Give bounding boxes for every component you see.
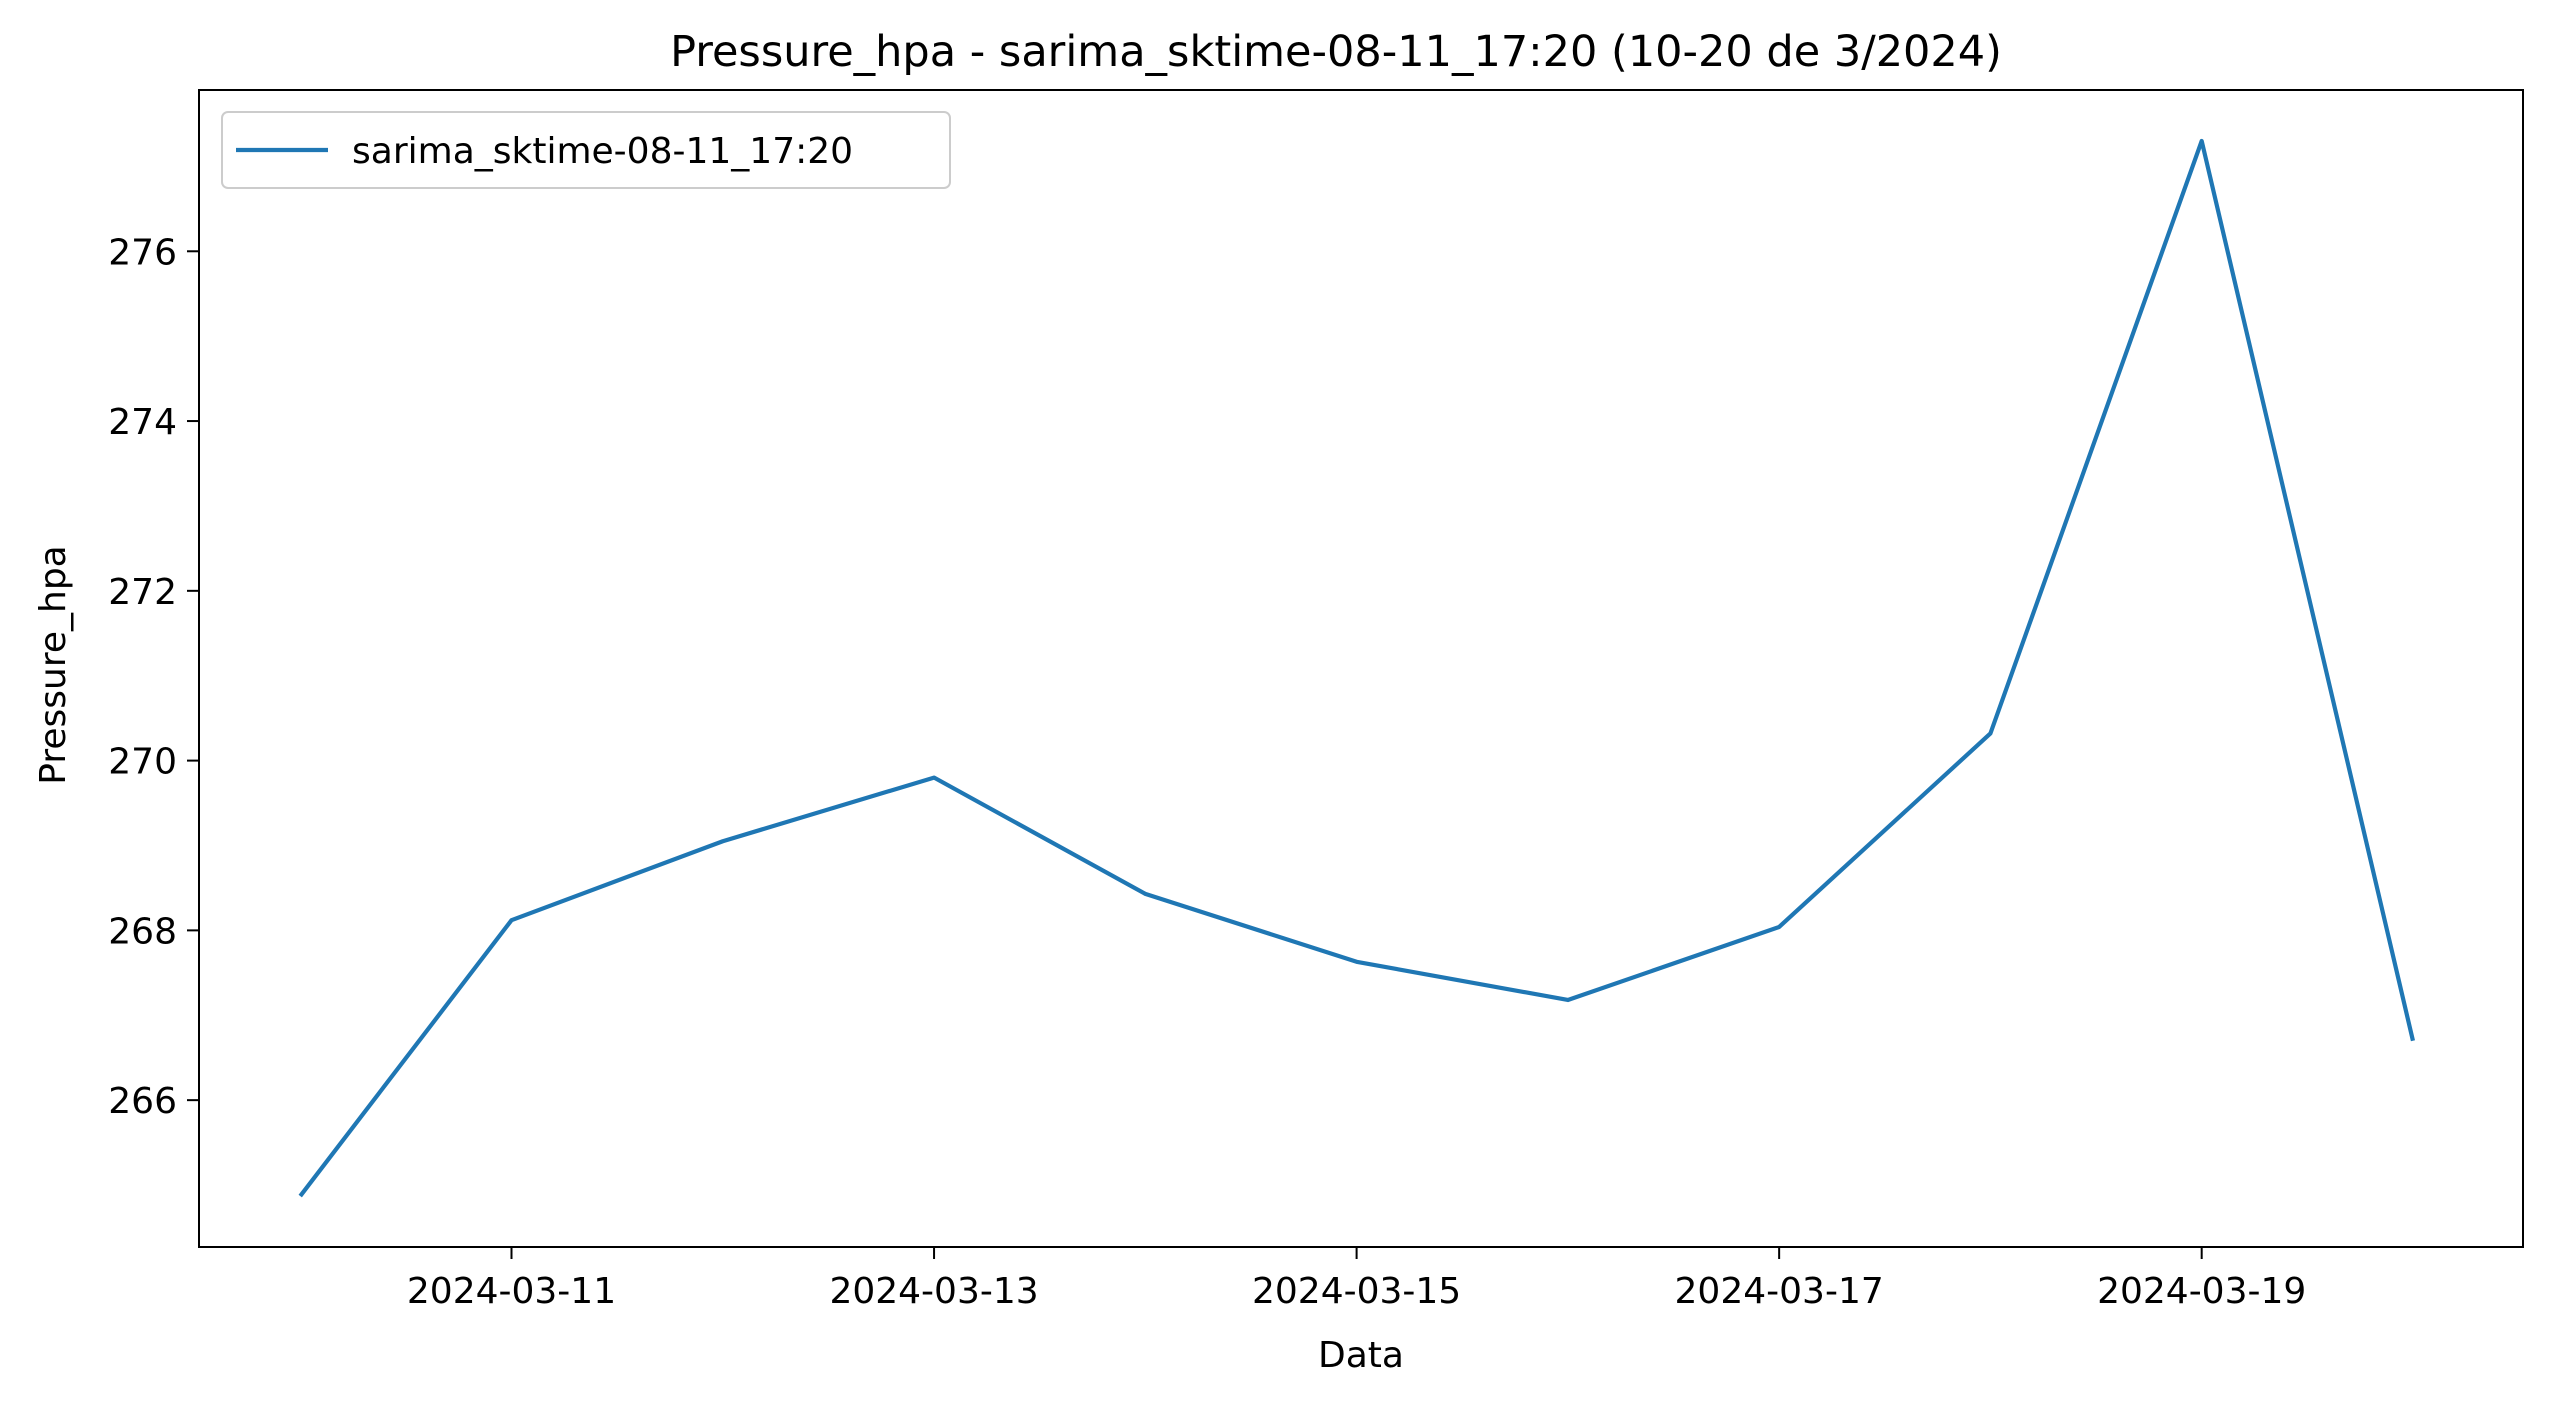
x-tick-label: 2024-03-19 — [2097, 1271, 2306, 1312]
axes: 2024-03-11 2024-03-13 2024-03-15 2024-03-17… — [108, 89, 2524, 1312]
y-tick-label: 272 — [108, 572, 177, 613]
y-tick-label: 270 — [108, 742, 177, 783]
y-axis-label: Pressure_hpa — [33, 545, 74, 784]
y-tick-label: 276 — [108, 232, 177, 273]
x-tick-label: 2024-03-13 — [829, 1271, 1038, 1312]
legend-label: sarima_sktime-08-11_17:20 — [352, 131, 853, 172]
x-tick-label: 2024-03-11 — [407, 1271, 616, 1312]
axes-frame — [198, 89, 2524, 1248]
x-tick-label: 2024-03-15 — [1252, 1271, 1461, 1312]
y-tick-label: 268 — [108, 911, 177, 952]
x-axis-label: Data — [1318, 1335, 1404, 1376]
y-tick-label: 274 — [108, 402, 177, 443]
x-tick-label: 2024-03-17 — [1675, 1271, 1884, 1312]
y-tick-label: 266 — [108, 1081, 177, 1122]
legend-box — [221, 111, 951, 189]
plot-area — [298, 138, 2416, 1198]
chart-title: Pressure_hpa - sarima_sktime-08-11_17:20… — [670, 27, 2002, 77]
legend: sarima_sktime-08-11_17:20 — [221, 111, 951, 189]
